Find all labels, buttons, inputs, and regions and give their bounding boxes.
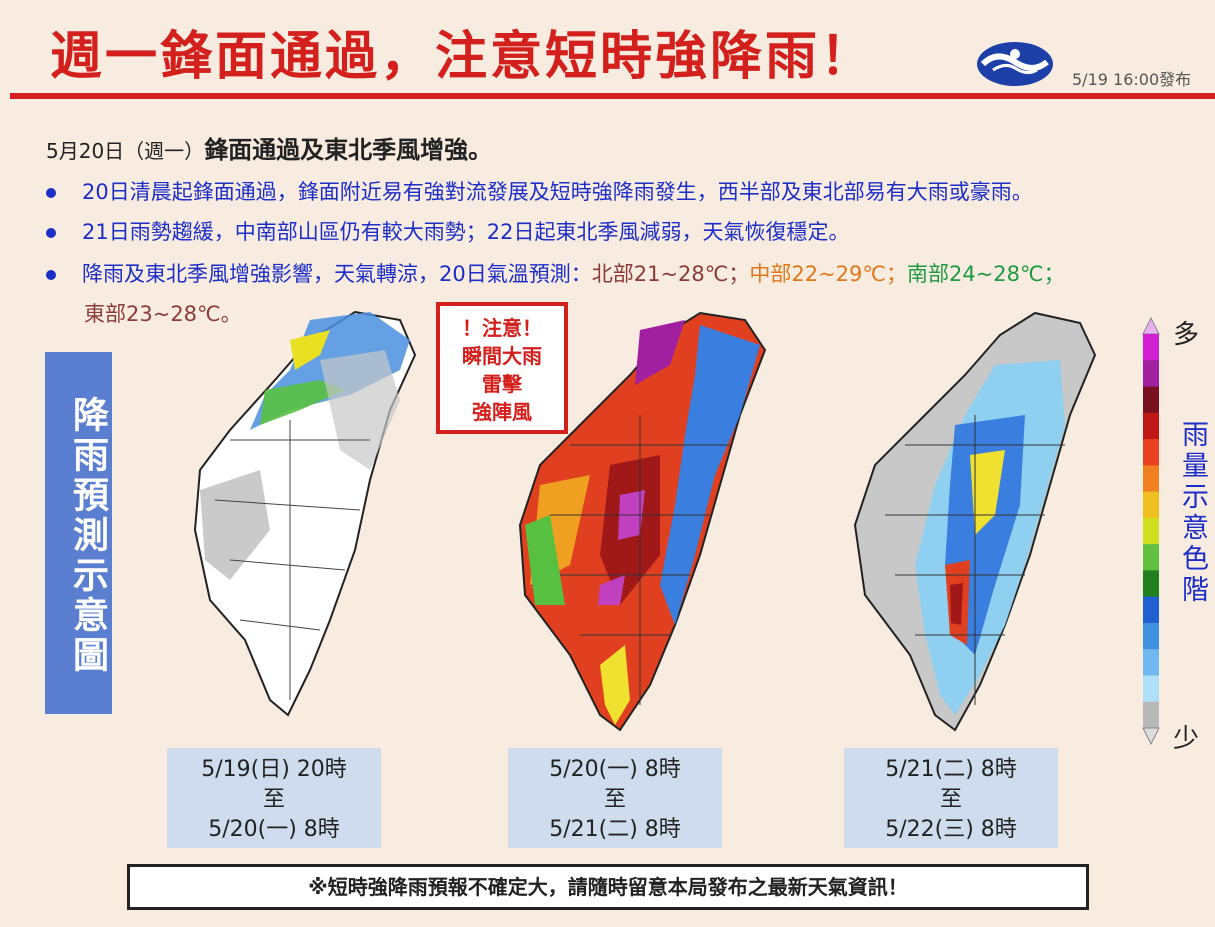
legend-swatch xyxy=(1143,649,1159,676)
warning-box: ！注意！ 瞬間大雨 雷擊 強陣風 xyxy=(436,302,568,434)
temp-north: 北部21~28℃； xyxy=(591,262,750,286)
legend-swatch xyxy=(1143,334,1159,361)
page-title: 週一鋒面通過，注意短時強降雨！ xyxy=(50,27,876,87)
legend-swatch xyxy=(1143,544,1159,571)
legend-swatch xyxy=(1143,570,1159,598)
legend-more-label: 多 xyxy=(1173,320,1200,350)
bullet-text: 20日清晨起鋒面通過，鋒面附近易有強對流發展及短時強降雨發生，西半部及東北部易有… xyxy=(82,180,1033,204)
warning-line: 雷擊 xyxy=(482,372,522,396)
legend-swatch xyxy=(1143,491,1159,519)
period-end: 5/20(一) 8時 xyxy=(208,817,340,842)
period-box: 5/20(一) 8時 至 5/21(二) 8時 xyxy=(508,748,722,848)
temp-east: 東部23~28℃。 xyxy=(84,302,242,326)
legend-swatch xyxy=(1143,517,1159,545)
legend-swatch xyxy=(1143,701,1159,729)
rain-map-2 xyxy=(518,311,767,732)
period-box: 5/19(日) 20時 至 5/20(一) 8時 xyxy=(167,748,381,848)
summary-date: 5月20日（週一） xyxy=(46,139,205,163)
bullet-dot-icon xyxy=(46,228,56,238)
legend-swatch xyxy=(1143,439,1159,466)
legend-swatch xyxy=(1143,465,1159,493)
period-sep: 至 xyxy=(939,787,962,812)
rainfall-color-scale xyxy=(1142,316,1160,746)
issue-time: 5/19 16:00發布 xyxy=(1072,70,1192,89)
side-title: 降雨預測示意圖 xyxy=(45,352,112,714)
summary-headline-text: 鋒面通過及東北季風增強。 xyxy=(204,136,493,164)
period-sep: 至 xyxy=(262,787,285,812)
legend-swatch xyxy=(1143,622,1159,650)
bullet-item: 20日清晨起鋒面通過，鋒面附近易有強對流發展及短時強降雨發生，西半部及東北部易有… xyxy=(46,176,1033,206)
rain-map-3 xyxy=(853,311,1097,732)
period-end: 5/21(二) 8時 xyxy=(549,817,681,842)
summary-headline: 5月20日（週一）鋒面通過及東北季風增強。 xyxy=(46,130,492,165)
bullet-item: 21日雨勢趨緩，中南部山區仍有較大雨勢；22日起東北季風減弱，天氣恢復穩定。 xyxy=(46,216,849,246)
legend-top-arrow-icon xyxy=(1142,316,1160,335)
period-box: 5/21(二) 8時 至 5/22(三) 8時 xyxy=(844,748,1058,848)
header-divider xyxy=(10,93,1215,99)
legend-caption: 雨量示意色階 xyxy=(1177,420,1208,606)
temp-central: 中部22~29℃； xyxy=(749,262,907,286)
bullet-dot-icon xyxy=(46,188,56,198)
bullet-dot-icon xyxy=(46,270,56,280)
cwa-logo-icon xyxy=(977,42,1053,86)
rain-map-1 xyxy=(193,310,417,717)
legend-less-label: 少 xyxy=(1173,724,1200,754)
warning-line: 強陣風 xyxy=(472,400,532,424)
period-start: 5/20(一) 8時 xyxy=(549,757,681,782)
warning-line: 瞬間大雨 xyxy=(462,344,542,368)
legend-swatch xyxy=(1143,412,1159,440)
temp-south: 南部24~28℃； xyxy=(906,262,1065,286)
footnote: ※短時強降雨預報不確定大，請隨時留意本局發布之最新天氣資訊！ xyxy=(127,864,1089,910)
period-end: 5/22(三) 8時 xyxy=(885,817,1017,842)
bullet-text: 21日雨勢趨緩，中南部山區仍有較大雨勢；22日起東北季風減弱，天氣恢復穩定。 xyxy=(82,220,850,244)
legend-swatch xyxy=(1143,675,1159,703)
period-sep: 至 xyxy=(603,787,626,812)
warning-line: ！注意！ xyxy=(462,316,542,340)
legend-bottom-arrow-icon xyxy=(1142,727,1160,746)
period-start: 5/19(日) 20時 xyxy=(201,757,347,782)
bullet-text: 降雨及東北季風增強影響，天氣轉涼，20日氣溫預測： xyxy=(82,262,592,286)
legend-swatch xyxy=(1143,386,1159,414)
bullet-item: 降雨及東北季風增強影響，天氣轉涼，20日氣溫預測：北部21~28℃；中部22~2… xyxy=(46,258,1065,288)
legend-swatch xyxy=(1143,596,1159,624)
legend-swatch xyxy=(1143,360,1159,388)
period-start: 5/21(二) 8時 xyxy=(885,757,1017,782)
